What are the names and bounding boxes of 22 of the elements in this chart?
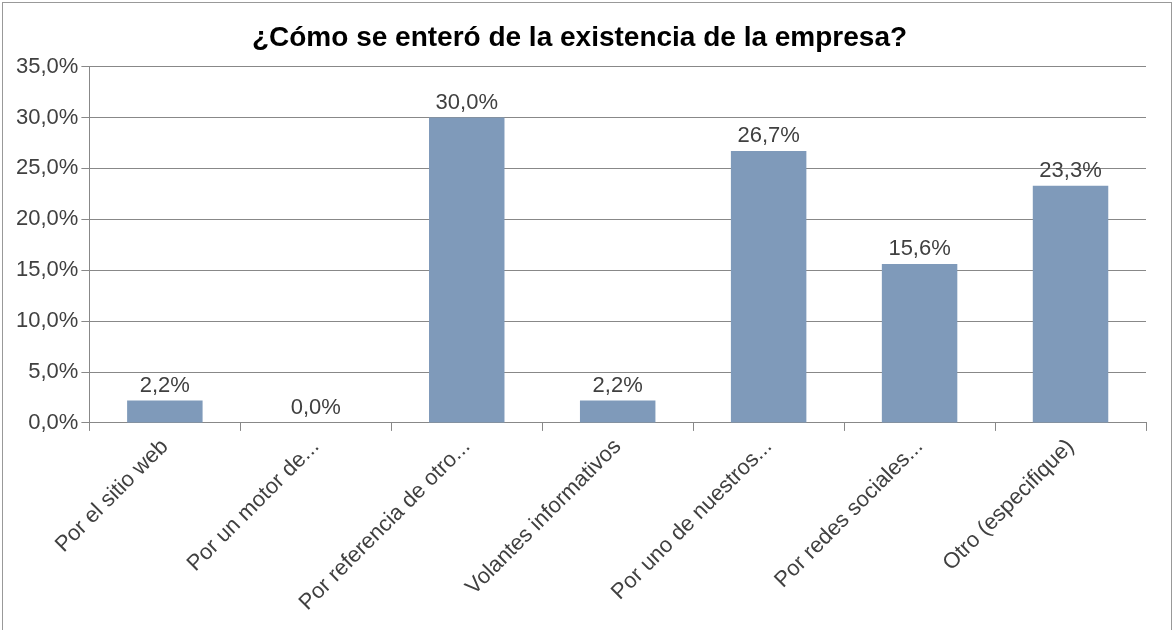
y-tick-label: 30,0% — [15, 103, 79, 129]
bar — [881, 264, 958, 423]
bar — [579, 400, 656, 423]
bar — [127, 400, 203, 423]
data-label: 26,7% — [737, 122, 800, 148]
data-label: 2,2% — [139, 371, 190, 397]
y-tick-label: 25,0% — [15, 154, 79, 180]
y-tick-label: 20,0% — [15, 205, 79, 231]
bar — [429, 117, 505, 423]
data-label: 30,0% — [435, 88, 498, 114]
y-tick-label: 15,0% — [15, 256, 79, 282]
bar — [1032, 185, 1109, 423]
y-tick-label: 10,0% — [15, 307, 79, 333]
data-label: 0,0% — [290, 393, 341, 419]
y-tick-label: 5,0% — [28, 358, 79, 384]
data-label: 2,2% — [592, 371, 643, 397]
data-label: 15,6% — [888, 235, 951, 261]
bar — [730, 151, 807, 423]
x-tick-label: Por el sitio web — [49, 433, 173, 557]
y-tick-label: 0,0% — [28, 408, 79, 434]
chart-title: ¿Cómo se enteró de la existencia de la empresa? — [251, 20, 908, 52]
y-tick-label: 35,0% — [15, 52, 79, 78]
